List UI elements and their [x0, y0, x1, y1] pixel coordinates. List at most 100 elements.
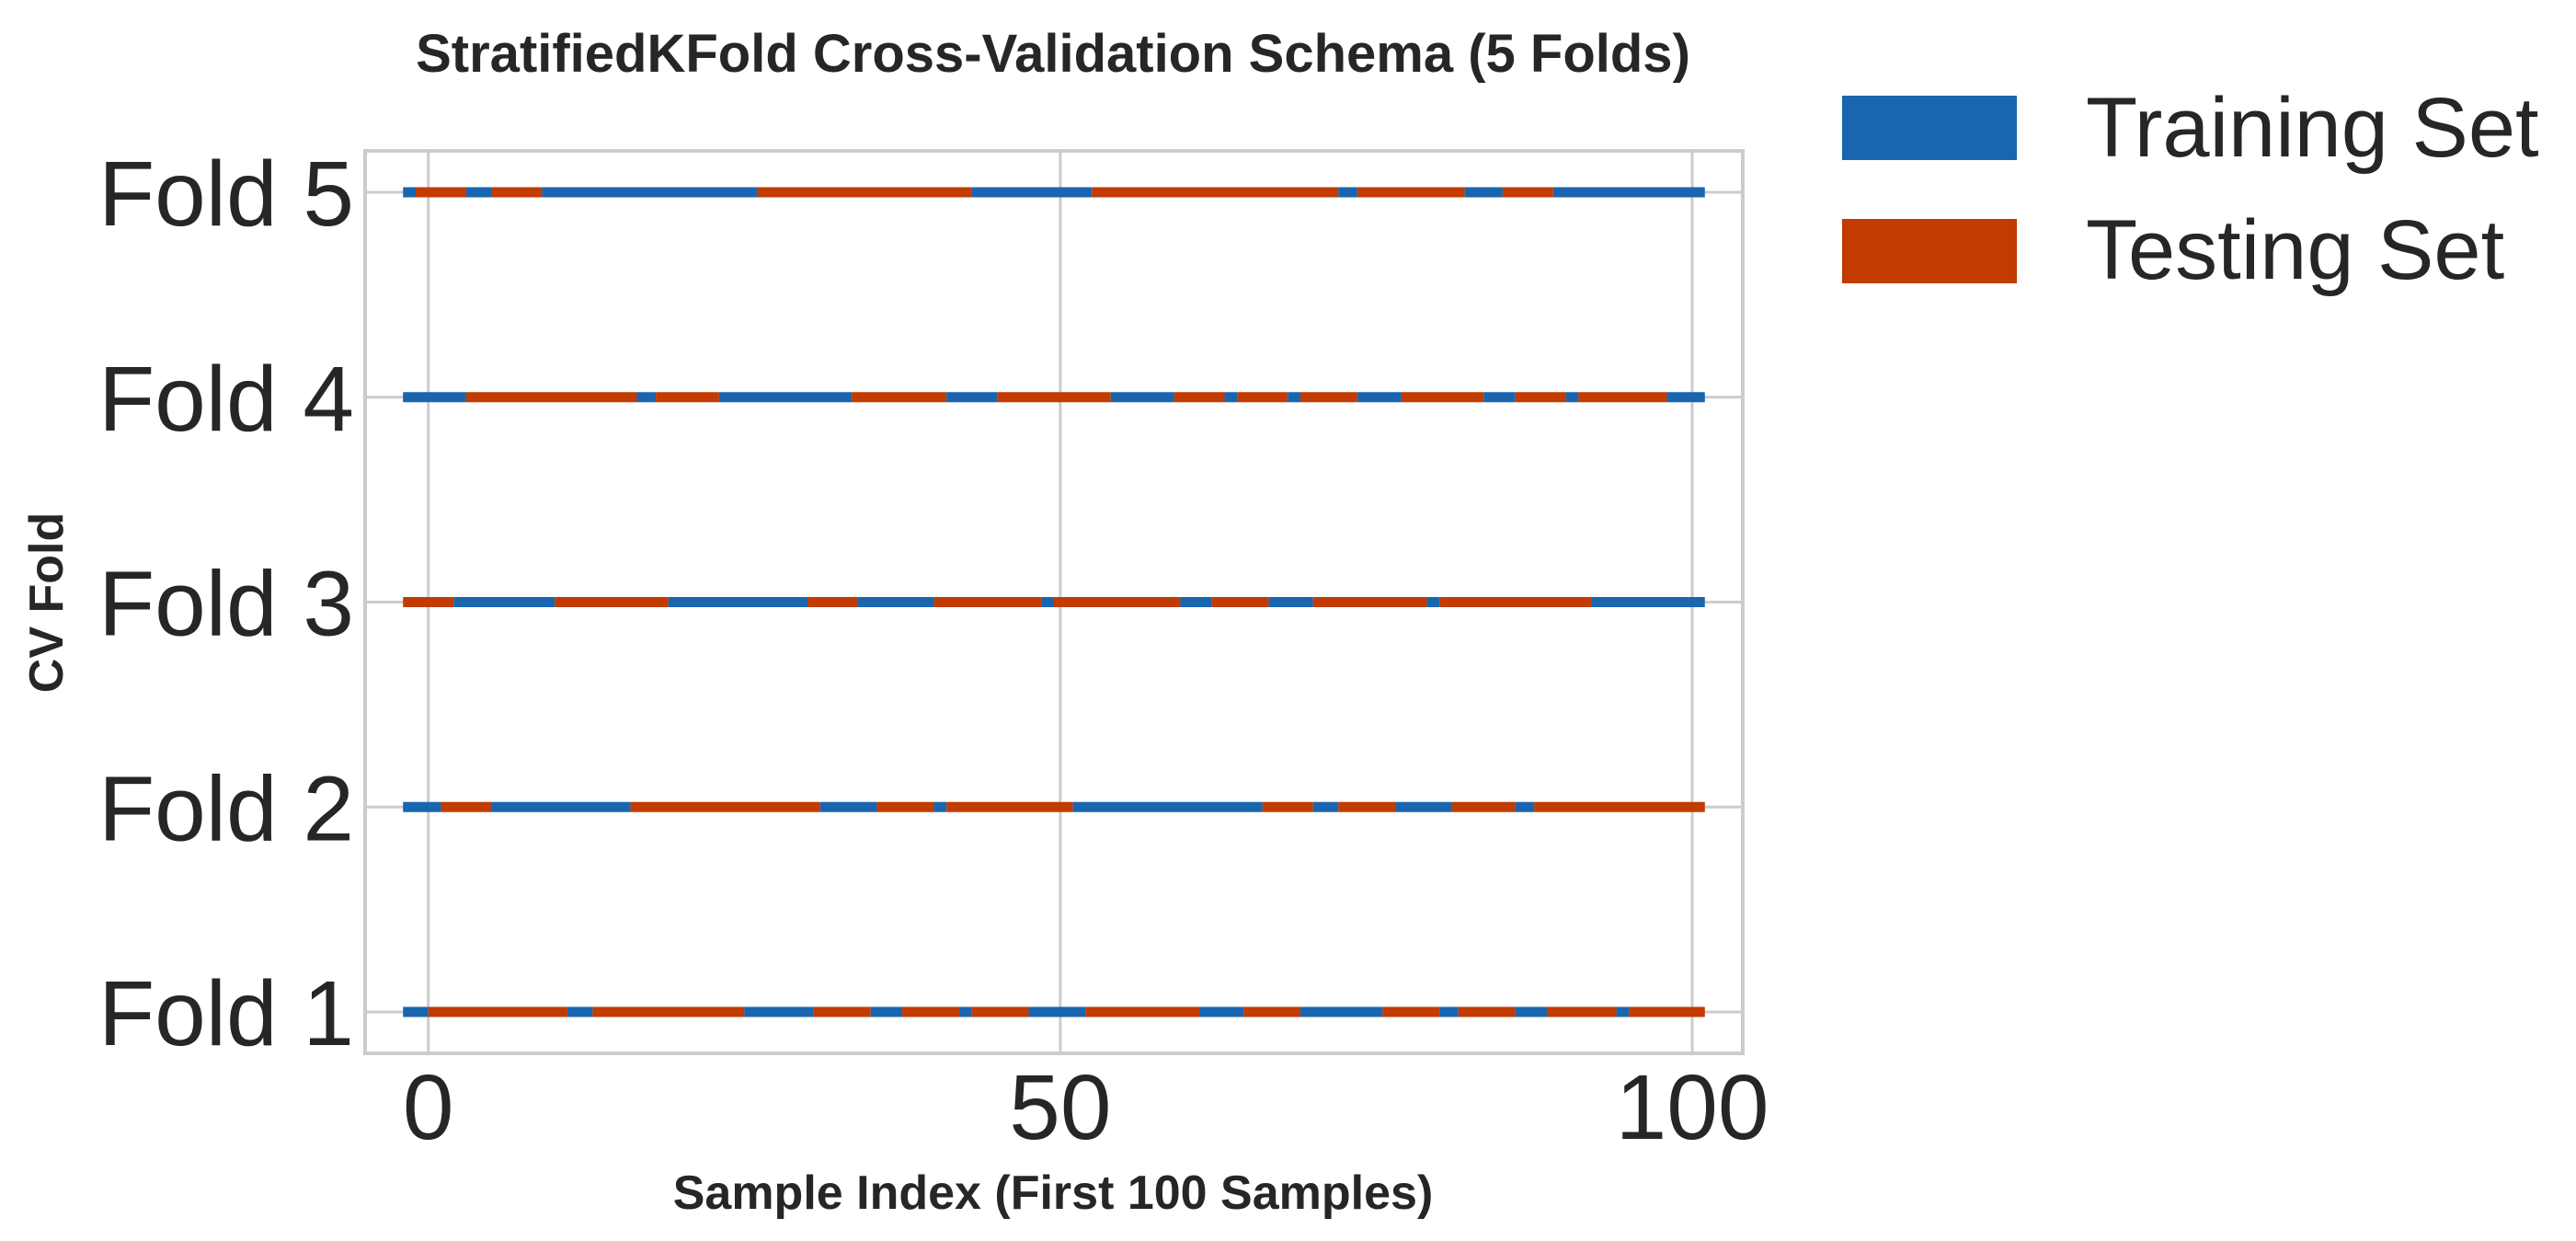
fold-segment-training	[1299, 1006, 1383, 1017]
fold-segment-training	[1552, 187, 1705, 198]
fold-segment-training	[1395, 801, 1452, 812]
legend: Training Set Testing Set	[1842, 81, 2539, 297]
fold-segment-testing	[1458, 1006, 1516, 1017]
fold-bars	[403, 187, 1705, 1017]
legend-swatch-training	[1842, 96, 2017, 160]
legend-label-testing: Testing Set	[2086, 203, 2504, 297]
fold-segment-testing	[1211, 597, 1269, 607]
fold-segment-testing	[1439, 597, 1592, 607]
fold-segment-testing	[1578, 392, 1667, 403]
legend-swatch-testing	[1842, 219, 2017, 283]
fold-segment-training	[636, 392, 657, 403]
x-tick-labels: 0 50 100	[403, 1056, 1769, 1159]
fold-segment-training	[668, 597, 808, 607]
fold-segment-training	[1439, 1006, 1459, 1017]
fold-segment-testing	[997, 392, 1111, 403]
fold-segment-testing	[491, 187, 543, 198]
fold-segment-training	[744, 1006, 814, 1017]
fold-segment-testing	[1401, 392, 1484, 403]
fold-segment-training	[491, 801, 631, 812]
fold-segment-testing	[1237, 392, 1288, 403]
x-tick-label: 50	[1009, 1056, 1111, 1159]
fold-segment-training	[1028, 1006, 1086, 1017]
fold-segment-training	[870, 1006, 903, 1017]
fold-segment-testing	[1451, 801, 1516, 812]
fold-segment-training	[1357, 392, 1402, 403]
fold-segment-training	[1616, 1006, 1630, 1017]
fold-segment-testing	[656, 392, 719, 403]
fold-segment-training	[1483, 392, 1516, 403]
y-tick-label: Fold 3	[98, 553, 354, 656]
fold-segment-testing	[592, 1006, 745, 1017]
plot-frame	[363, 149, 1745, 1055]
fold-segment-training	[567, 1006, 593, 1017]
x-tick-label: 0	[403, 1056, 454, 1159]
fold-segment-testing	[428, 1006, 567, 1017]
fold-segment-training	[1338, 187, 1357, 198]
fold-segment-training	[403, 801, 441, 812]
fold-segment-training	[1199, 1006, 1244, 1017]
y-tick-label: Fold 5	[98, 143, 354, 246]
fold-segment-training	[453, 597, 555, 607]
fold-segment-testing	[1546, 1006, 1617, 1017]
fold-segment-training	[465, 187, 492, 198]
fold-segment-training	[1464, 187, 1503, 198]
fold-segment-training	[1288, 392, 1300, 403]
fold-segment-testing	[1092, 187, 1339, 198]
fold-segment-testing	[1085, 1006, 1200, 1017]
fold-segment-training	[1565, 392, 1579, 403]
fold-segment-training	[718, 392, 853, 403]
fold-segment-training	[971, 187, 1093, 198]
legend-label-training: Training Set	[2086, 81, 2539, 175]
fold-segment-testing	[1382, 1006, 1440, 1017]
fold-segment-training	[403, 392, 466, 403]
fold-segment-training	[933, 801, 947, 812]
fold-segment-testing	[1534, 801, 1705, 812]
y-tick-label: Fold 1	[98, 962, 354, 1065]
fold-segment-testing	[1515, 392, 1566, 403]
y-tick-label: Fold 4	[98, 348, 354, 451]
fold-segment-training	[403, 1006, 429, 1017]
fold-segment-training	[1224, 392, 1238, 403]
fold-segment-testing	[630, 801, 820, 812]
fold-segment-testing	[1262, 801, 1313, 812]
fold-segment-training	[542, 187, 758, 198]
fold-segment-testing	[902, 1006, 959, 1017]
fold-segment-training	[1110, 392, 1174, 403]
fold-segment-training	[1180, 597, 1212, 607]
fold-segment-training	[403, 187, 416, 198]
y-tick-label: Fold 2	[98, 757, 354, 860]
fold-segment-training	[958, 1006, 972, 1017]
fold-segment-training	[1515, 801, 1535, 812]
fold-segment-testing	[465, 392, 637, 403]
fold-segment-testing	[1174, 392, 1225, 403]
fold-segment-testing	[1357, 187, 1465, 198]
fold-segment-testing	[555, 597, 669, 607]
fold-segment-testing	[813, 1006, 871, 1017]
fold-segment-testing	[933, 597, 1042, 607]
fold-segment-testing	[441, 801, 492, 812]
fold-segment-training	[857, 597, 934, 607]
fold-segment-testing	[876, 801, 934, 812]
x-tick-label: 100	[1616, 1056, 1769, 1159]
chart-title: StratifiedKFold Cross-Validation Schema …	[416, 24, 1690, 84]
fold-segment-testing	[1502, 187, 1553, 198]
x-axis-label: Sample Index (First 100 Samples)	[673, 1166, 1434, 1220]
fold-segment-testing	[403, 597, 454, 607]
fold-segment-training	[1312, 801, 1339, 812]
fold-segment-testing	[415, 187, 466, 198]
fold-segment-training	[819, 801, 877, 812]
fold-segment-testing	[1299, 392, 1357, 403]
fold-segment-testing	[971, 1006, 1029, 1017]
fold-segment-training	[1041, 597, 1054, 607]
fold-segment-testing	[1629, 1006, 1705, 1017]
fold-segment-testing	[807, 597, 858, 607]
fold-segment-training	[1591, 597, 1705, 607]
fold-segment-testing	[946, 801, 1073, 812]
fold-segment-training	[1666, 392, 1705, 403]
fold-segment-training	[1515, 1006, 1547, 1017]
fold-segment-testing	[1338, 801, 1396, 812]
fold-segment-testing	[1312, 597, 1427, 607]
